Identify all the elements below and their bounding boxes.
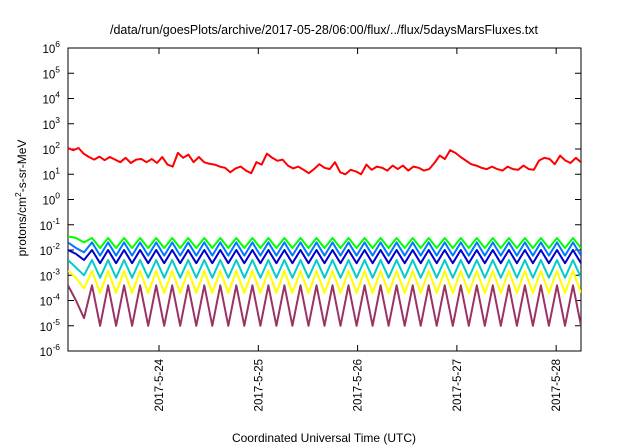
y-axis-label-part-1: protons/cm	[15, 197, 29, 256]
plot-area: 10-6 10-5 10-4 10-3 10-2 10-1 100 101 102 103 104 1…	[40, 39, 582, 411]
series-line	[68, 249, 581, 265]
y-tick-label: 104	[42, 90, 60, 107]
y-tick-label: 10-3	[40, 266, 61, 283]
series-line	[68, 269, 581, 294]
series-line	[68, 259, 581, 279]
x-tick-label: 2017-5-27	[452, 359, 464, 411]
series-layer	[68, 147, 581, 327]
x-tick-label: 2017-5-25	[253, 359, 265, 411]
y-axis-ticks: 10-6 10-5 10-4 10-3 10-2 10-1 100 101 102 103 104 1…	[40, 39, 581, 359]
y-tick-label: 10-2	[40, 241, 61, 258]
chart-title: /data/run/goesPlots/archive/2017-05-28/0…	[110, 23, 539, 37]
y-tick-label: 10-1	[40, 216, 61, 233]
y-tick-label: 103	[42, 115, 60, 132]
x-tick-label: 2017-5-24	[154, 358, 166, 411]
y-tick-label: 10-4	[40, 292, 61, 309]
series-line	[68, 235, 581, 249]
series-line	[68, 284, 581, 327]
x-axis-ticks: 2017-5-24 2017-5-25 2017-5-26 2017-5-27 2017…	[154, 48, 563, 411]
y-axis-label-superscript: 2	[13, 192, 23, 197]
y-tick-label: 101	[42, 165, 60, 182]
y-axis-label: protons/cm2-s-sr-MeV	[13, 140, 29, 257]
series-line	[68, 241, 581, 257]
x-axis-label: Coordinated Universal Time (UTC)	[232, 431, 416, 445]
y-tick-label: 10-5	[40, 317, 61, 334]
y-tick-label: 106	[42, 39, 60, 56]
x-tick-label: 2017-5-26	[353, 359, 365, 411]
y-tick-label: 100	[42, 191, 60, 208]
series-line	[68, 147, 581, 176]
y-axis-label-part-2: -s-sr-MeV	[15, 140, 29, 193]
y-tick-label: 105	[42, 64, 60, 81]
y-tick-label: 102	[42, 140, 60, 157]
x-tick-label: 2017-5-28	[551, 359, 563, 411]
y-tick-label: 10-6	[40, 342, 61, 359]
